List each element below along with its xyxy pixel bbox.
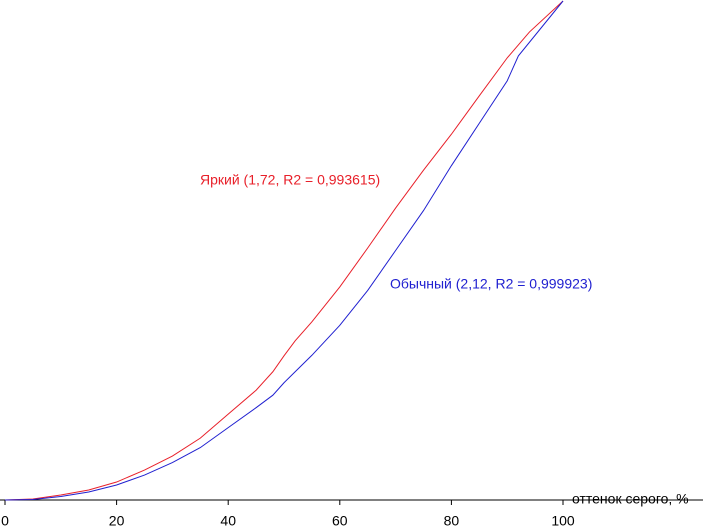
- x-tick-label: 0: [1, 513, 9, 529]
- series-line: [4, 0, 564, 501]
- x-axis-label: оттенок серого, %: [572, 491, 689, 507]
- x-tick-label: 80: [444, 513, 460, 529]
- series-label: Яркий (1,72, R2 = 0,993615): [200, 172, 380, 188]
- x-tick-label: 40: [220, 513, 236, 529]
- series-line: [4, 0, 564, 501]
- series-label: Обычный (2,12, R2 = 0,999923): [390, 276, 592, 292]
- x-tick-label: 60: [332, 513, 348, 529]
- x-tick-label: 20: [109, 513, 125, 529]
- x-tick-label: 100: [551, 513, 575, 529]
